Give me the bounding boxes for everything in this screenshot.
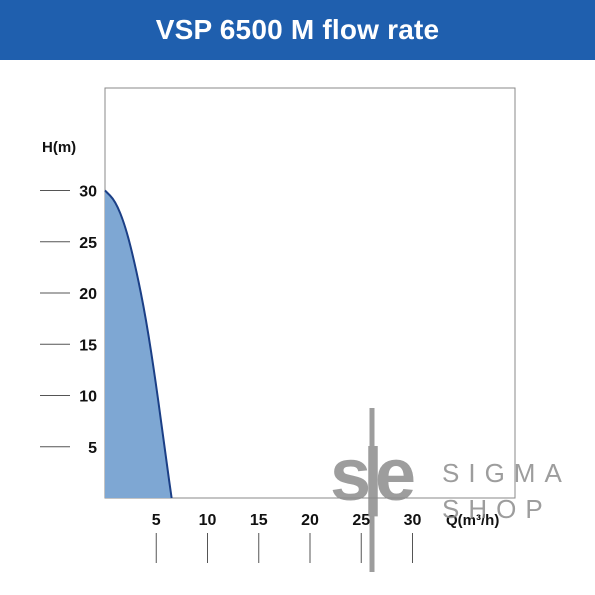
watermark-line2: SHOP <box>442 494 552 524</box>
watermark-logo: s|e <box>330 433 416 517</box>
y-tick-label: 25 <box>79 235 97 252</box>
chart-title: VSP 6500 M flow rate <box>155 14 440 45</box>
watermark-line1: SIGMA <box>442 458 571 488</box>
y-tick-label: 30 <box>79 184 97 201</box>
title-bar: VSP 6500 M flow rate <box>0 0 595 60</box>
y-tick-label: 20 <box>79 286 97 303</box>
x-tick-label: 10 <box>199 512 217 529</box>
x-tick-label: 20 <box>301 512 319 529</box>
y-axis-label: H(m) <box>42 139 76 156</box>
y-tick-label: 10 <box>79 389 97 406</box>
series-line-0 <box>104 189 173 499</box>
y-tick-label: 15 <box>79 337 97 354</box>
x-tick-label: 5 <box>152 512 161 529</box>
y-tick-label: 5 <box>88 440 97 457</box>
x-tick-label: 25 <box>352 512 370 529</box>
x-tick-label: 30 <box>404 512 422 529</box>
x-axis-label: Q(m³/h) <box>446 512 499 529</box>
x-tick-label: 15 <box>250 512 268 529</box>
series-area-0 <box>105 190 172 498</box>
sigma-shop-watermark: s|e SIGMA SHOP <box>330 408 571 572</box>
flow-rate-chart: 5 10 15 20 25 30 5 10 15 20 25 30 H(m) Q(m³/h) s|e… <box>40 87 571 572</box>
plot-frame <box>104 87 516 499</box>
